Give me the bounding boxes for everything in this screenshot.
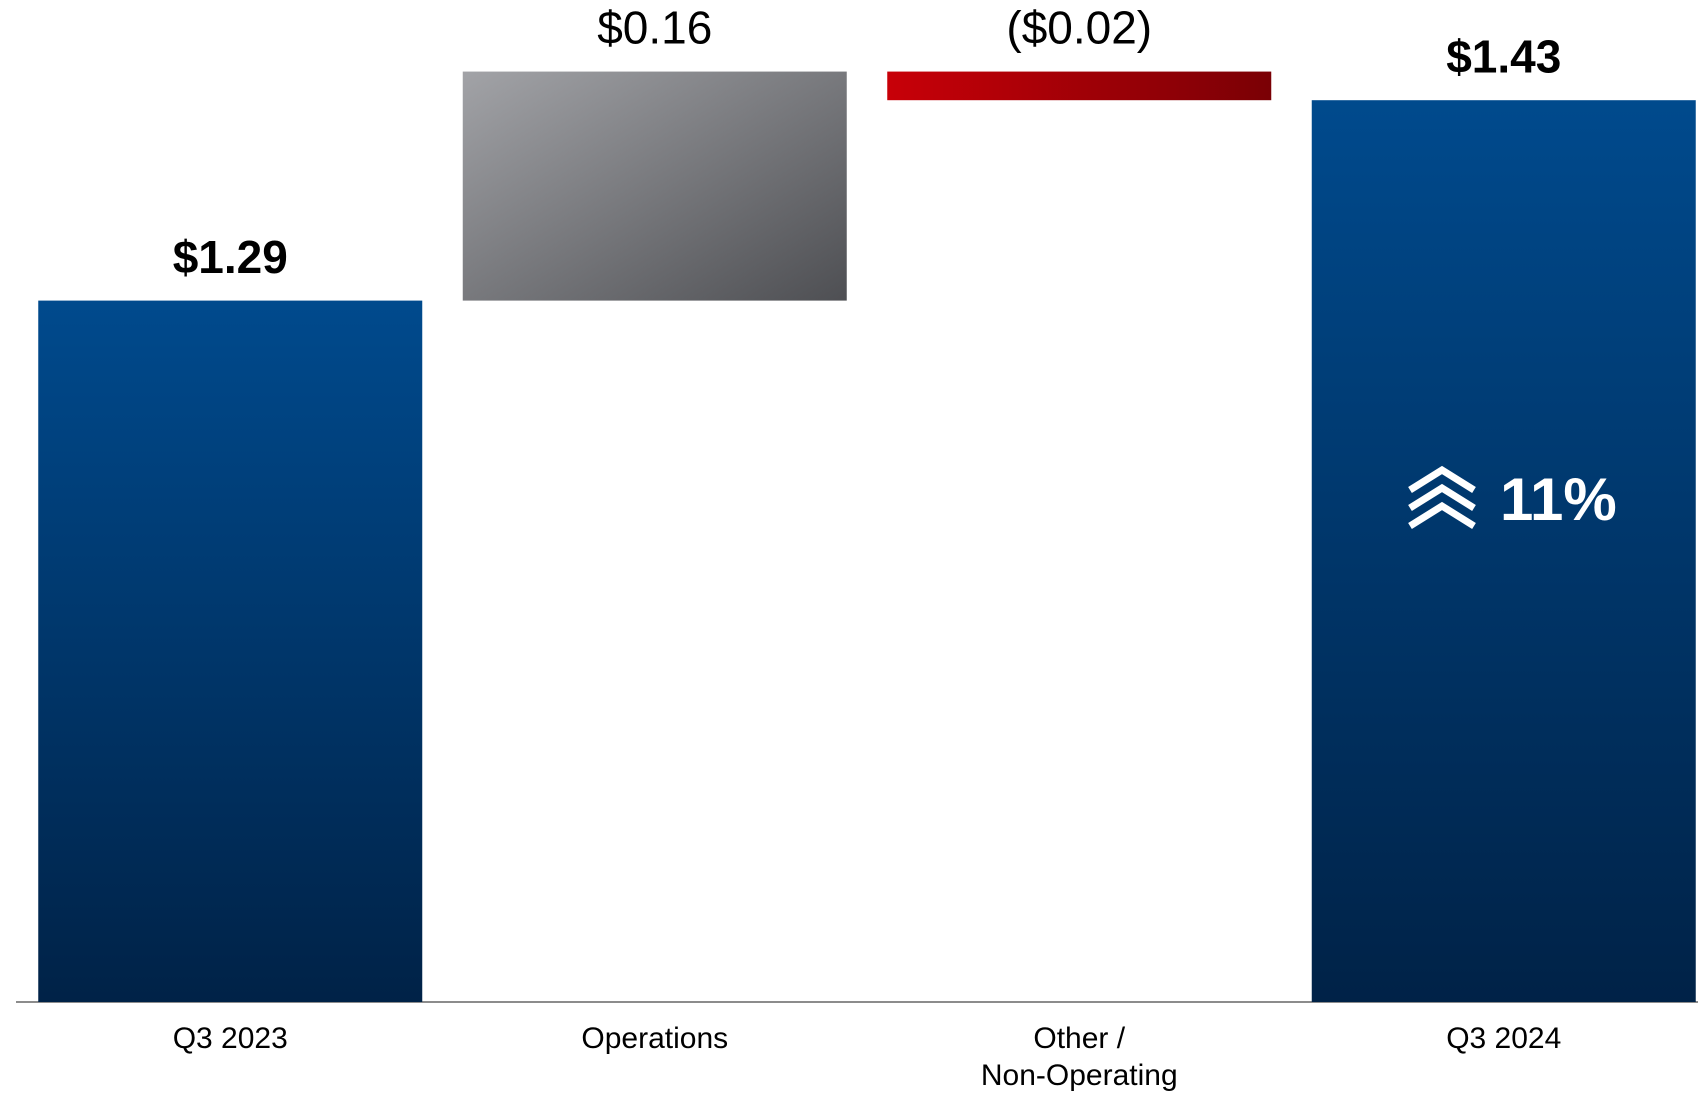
value-label: $0.16: [597, 2, 712, 54]
x-tick-label: Q3 2024: [1446, 1022, 1561, 1055]
bar: [462, 71, 847, 301]
x-tick-label: Operations: [581, 1022, 728, 1055]
x-tick-label: Q3 2023: [173, 1022, 288, 1055]
x-tick-label: Other / Non-Operating: [981, 1022, 1178, 1092]
value-label: $1.29: [173, 231, 288, 283]
bar: [1311, 100, 1696, 1002]
value-label: ($0.02): [1006, 2, 1152, 54]
bar: [38, 300, 423, 1003]
annotation: 11%: [1500, 466, 1617, 533]
value-label: $1.43: [1446, 30, 1561, 82]
bar: [887, 71, 1272, 101]
growth-icon: [1408, 465, 1476, 529]
